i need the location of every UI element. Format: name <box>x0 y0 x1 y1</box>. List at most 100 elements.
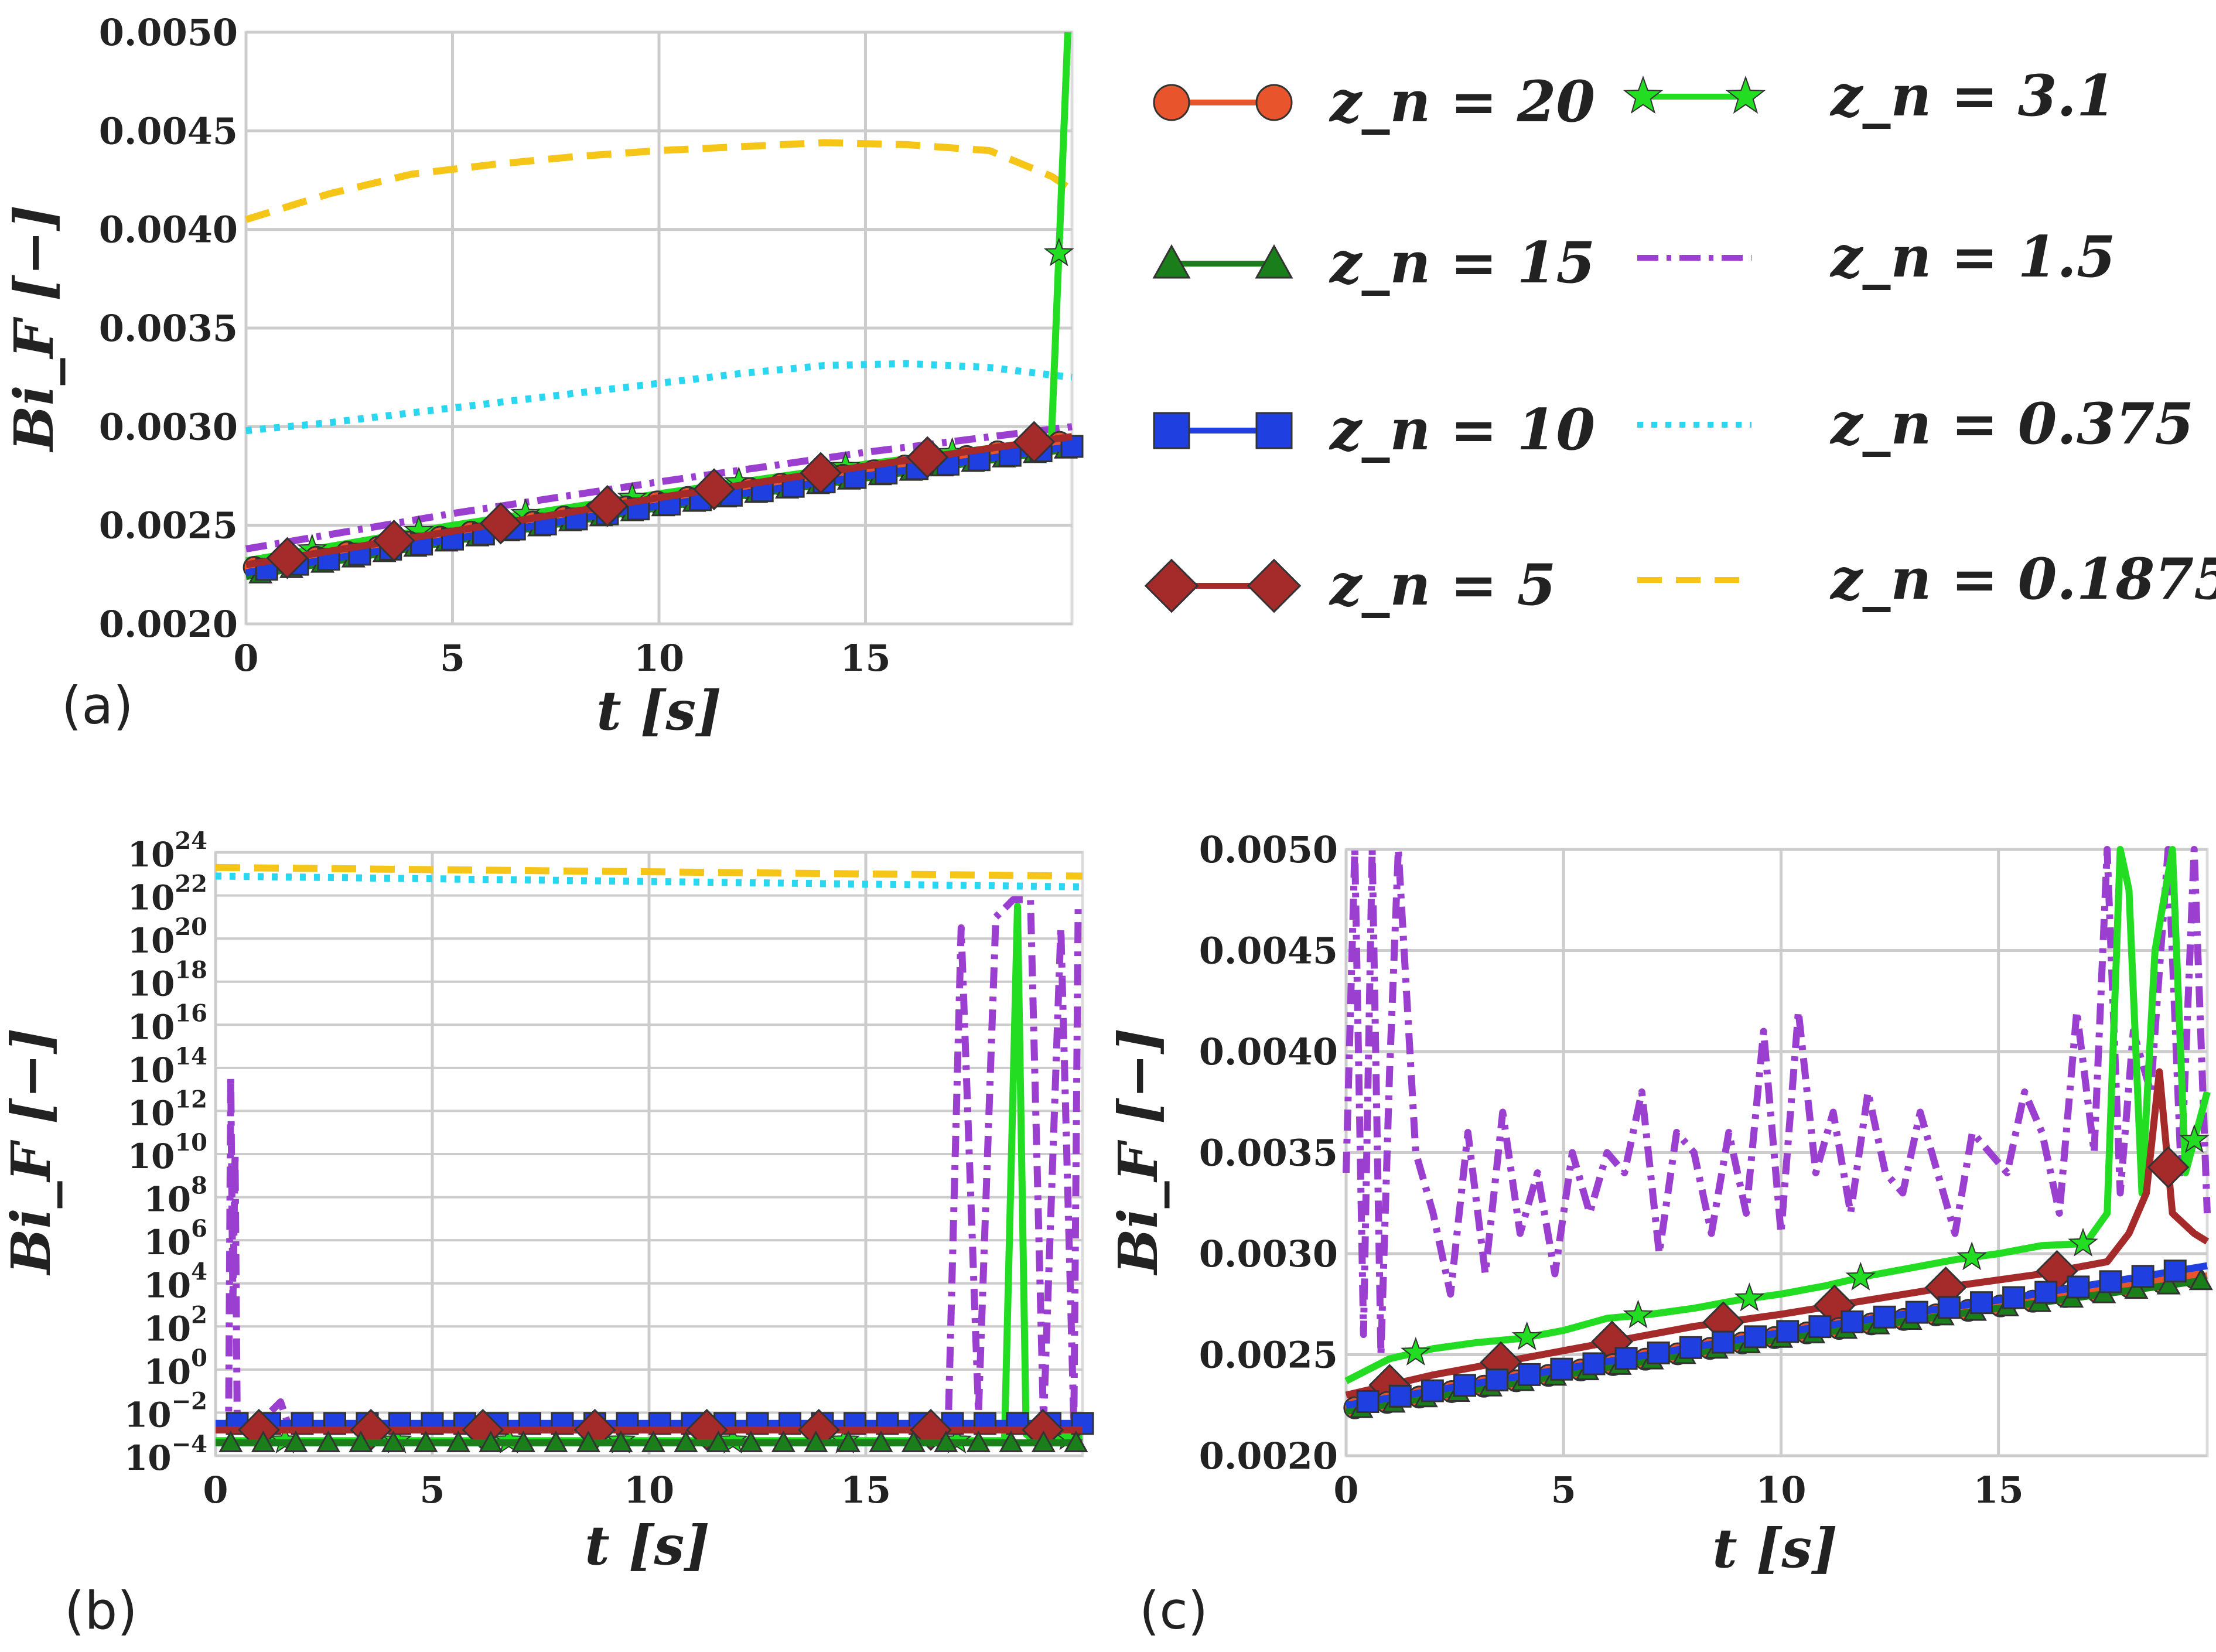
panel-c: 0.0020 0.0025 0.0030 0.0035 0.0040 0.0045 0.00… <box>1107 828 2213 1641</box>
panel-c-marker-z-n-10 <box>1388 1384 1412 1408</box>
panel-c-marker-z-n-10 <box>2002 1286 2026 1309</box>
panel-c-marker-z-n-3p1 <box>1845 1261 1876 1291</box>
panel-c-ytick-0p0020: 0.0020 <box>1199 1435 1338 1477</box>
panel-b-series-z-n-0p375 <box>215 872 1083 890</box>
legend-label: z_n = 5 <box>1329 552 1556 618</box>
legend-label: z_n = 10 <box>1329 397 1595 463</box>
panel-b-ytick-2: 10−2 <box>124 1387 207 1435</box>
panel-b-marker-z-n-15 <box>739 1430 763 1452</box>
panel-c-marker-z-n-10 <box>1486 1368 1509 1392</box>
panel-c-marker-z-n-10 <box>1356 1390 1380 1414</box>
panel-b-marker-z-n-15 <box>771 1430 795 1452</box>
panel-a-marker-z-n-5 <box>266 537 309 579</box>
panel-b-marker-z-n-15 <box>284 1430 308 1452</box>
panel-a-marker-z-n-5 <box>479 502 522 545</box>
panel-b-marker-z-n-15 <box>1064 1430 1088 1452</box>
panel-b-marker-z-n-15 <box>869 1430 893 1452</box>
panel-c-x-axis-label: t [s] <box>1712 1517 1837 1580</box>
panel-a-xtick-5: 5 <box>440 637 465 680</box>
panel-a-series-z-n-0p1875 <box>245 139 1074 223</box>
panel-c-marker-z-n-15 <box>2156 1272 2181 1295</box>
panel-b-marker-z-n-15 <box>901 1430 926 1452</box>
panel-a-label: (a) <box>62 675 134 736</box>
panel-c-xtick-0: 0 <box>1333 1469 1358 1511</box>
panel-b-ytick-6: 106 <box>144 1215 207 1262</box>
panel-b-series <box>215 863 1094 1454</box>
panel-b-marker-z-n-15 <box>381 1430 405 1452</box>
panel-c-marker-z-n-10 <box>2099 1270 2122 1293</box>
legend-label: z_n = 20 <box>1329 69 1595 135</box>
panel-b-marker-z-n-15 <box>576 1430 600 1452</box>
legend-label: z_n = 15 <box>1329 230 1595 296</box>
panel-a-y-axis-label: Bi_F [−] <box>2 205 66 453</box>
legend-entry-z-n-0p1875: z_n = 0.1875 <box>1637 546 2216 612</box>
panel-a-marker-z-n-5 <box>586 484 629 527</box>
legend-entry-z-n-20: z_n = 20 <box>1153 69 1595 135</box>
panel-b-marker-z-n-15 <box>999 1430 1023 1452</box>
panel-b-marker-z-n-15 <box>609 1430 633 1452</box>
panel-a-ytick-0p0050: 0.0050 <box>99 11 238 54</box>
panel-b-label: (b) <box>64 1581 138 1641</box>
panel-b-ytick-22: 1022 <box>128 871 207 918</box>
panel-b-ytick-2: 102 <box>144 1301 207 1349</box>
panel-c-series-z-n-1p5 <box>1343 846 2211 1359</box>
panel-b-marker-z-n-15 <box>544 1430 568 1452</box>
panel-c-marker-z-n-10 <box>1582 1352 1606 1375</box>
panel-c-y-ticks: 0.0020 0.0025 0.0030 0.0035 0.0040 0.0045 0.00… <box>1199 828 1338 1477</box>
panel-c-marker-z-n-3p1 <box>1623 1299 1654 1329</box>
panel-b-ytick-10: 1010 <box>128 1129 207 1176</box>
panel-b-marker-z-n-5 <box>685 1408 728 1451</box>
panel-a-ytick-0p0045: 0.0045 <box>99 110 238 152</box>
legend-swatch-marker <box>1255 244 1293 279</box>
panel-b-marker-z-n-15 <box>349 1430 373 1452</box>
legend-swatch-marker <box>1255 84 1293 121</box>
legend-swatch-marker <box>1153 412 1190 449</box>
panel-b-marker-z-n-15 <box>316 1430 340 1452</box>
panel-c-marker-z-n-10 <box>1647 1342 1670 1365</box>
panel-b-marker-z-n-15 <box>804 1430 828 1452</box>
panel-c-y-axis-label: Bi_F [−] <box>1107 1028 1170 1276</box>
panel-c-series <box>1343 846 2213 1419</box>
legend-label: z_n = 3.1 <box>1829 63 2116 129</box>
panel-c-marker-z-n-15 <box>2188 1268 2213 1291</box>
panel-b-marker-z-n-15 <box>836 1430 861 1452</box>
panel-b-marker-z-n-15 <box>511 1430 535 1452</box>
panel-a-ytick-0p0040: 0.0040 <box>99 209 238 251</box>
panel-c-marker-z-n-5 <box>2147 1146 2190 1189</box>
panel-c-marker-z-n-3p1 <box>1511 1321 1542 1350</box>
panel-b-ytick-0: 100 <box>144 1344 207 1392</box>
panel-b-xtick-10: 10 <box>624 1469 674 1511</box>
panel-c-marker-z-n-10 <box>2034 1281 2058 1304</box>
panel-c-marker-z-n-10 <box>1905 1301 1928 1324</box>
panel-a-marker-z-n-3p1 <box>1043 237 1074 267</box>
legend-label: z_n = 0.375 <box>1829 391 2194 457</box>
panel-c-marker-z-n-10 <box>1841 1310 1864 1333</box>
panel-c-marker-z-n-10 <box>2131 1265 2154 1288</box>
panel-b-marker-z-n-15 <box>414 1430 438 1452</box>
panel-a-xtick-0: 0 <box>233 637 258 680</box>
panel-c-marker-z-n-10 <box>1421 1379 1444 1402</box>
panel-a-marker-z-n-5 <box>906 436 949 479</box>
panel-a-ytick-0p0020: 0.0020 <box>99 603 238 646</box>
panel-b-xtick-15: 15 <box>841 1469 891 1511</box>
panel-b-ytick-14: 1014 <box>128 1043 207 1090</box>
panel-a-series-z-n-1p5 <box>245 423 1073 553</box>
legend-entry-z-n-10: z_n = 10 <box>1153 397 1595 463</box>
panel-b-grid <box>214 851 1083 1457</box>
legend-label: z_n = 1.5 <box>1829 224 2116 290</box>
panel-b-marker-z-n-15 <box>966 1430 991 1452</box>
legend-entry-z-n-1p5: z_n = 1.5 <box>1637 224 2116 290</box>
panel-c-xtick-10: 10 <box>1756 1469 1806 1511</box>
legend-swatch-marker <box>1725 76 1766 114</box>
panel-b-marker-z-n-15 <box>1031 1430 1056 1452</box>
panel-b-y-axis-label: Bi_F [−] <box>0 1028 63 1276</box>
panel-a-ytick-0p0025: 0.0025 <box>99 504 238 547</box>
panel-a-series-z-n-0p375 <box>245 360 1073 435</box>
panel-b-ytick-4: 104 <box>144 1258 207 1306</box>
panel-b-marker-z-n-5 <box>910 1408 952 1451</box>
panel-c-ytick-0p0040: 0.0040 <box>1199 1030 1338 1073</box>
legend-entry-z-n-3p1: z_n = 3.1 <box>1623 63 2116 129</box>
panel-c-ytick-0p0030: 0.0030 <box>1199 1233 1338 1275</box>
panel-b-series-z-n-0p1875 <box>215 863 1083 880</box>
panel-a-marker-z-n-5 <box>373 520 415 562</box>
